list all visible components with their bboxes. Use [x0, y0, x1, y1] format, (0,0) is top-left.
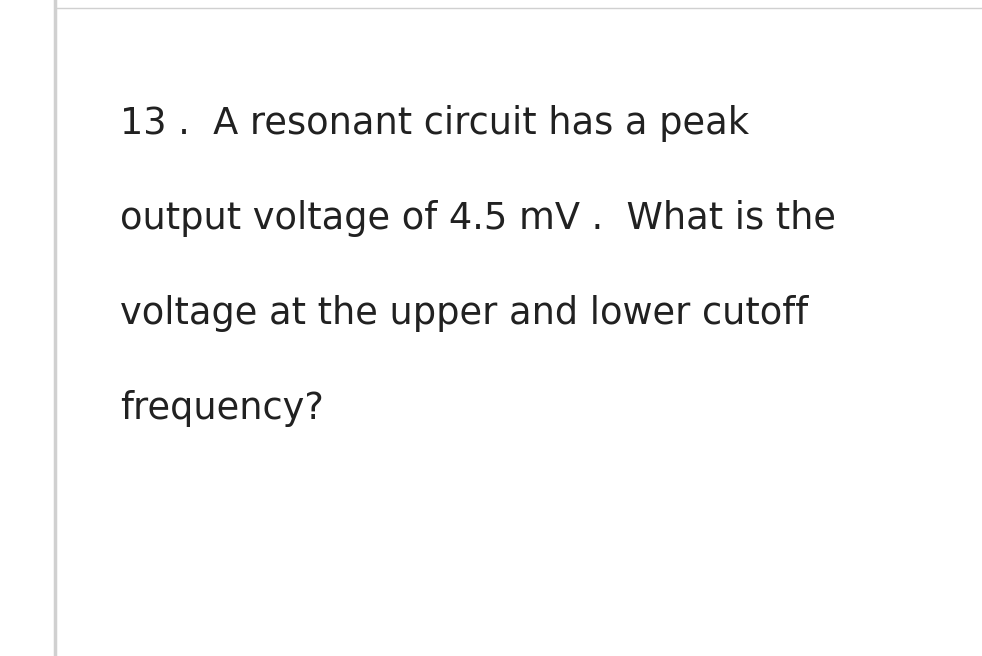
Text: output voltage of 4.5 mV .  What is the: output voltage of 4.5 mV . What is the	[120, 200, 836, 237]
Text: frequency?: frequency?	[120, 390, 324, 427]
Text: voltage at the upper and lower cutoff: voltage at the upper and lower cutoff	[120, 295, 808, 332]
Text: 13 .  A resonant circuit has a peak: 13 . A resonant circuit has a peak	[120, 105, 749, 142]
